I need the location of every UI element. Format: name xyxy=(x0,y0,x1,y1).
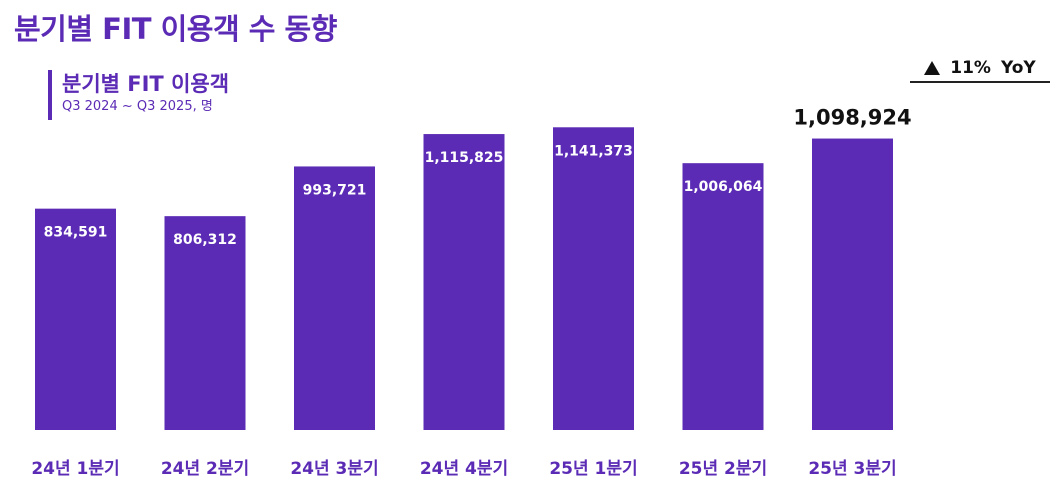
bar-7 xyxy=(812,138,893,430)
category-label-2: 24년 2분기 xyxy=(161,459,249,479)
page-title: 분기별 FIT 이용객 수 동향 xyxy=(14,12,337,46)
chart-subtitle: Q3 2024 ~ Q3 2025, 명 xyxy=(62,99,213,114)
category-label-6: 25년 2분기 xyxy=(679,459,767,479)
data-label-1: 834,591 xyxy=(44,225,108,241)
category-label-1: 24년 1분기 xyxy=(31,459,119,479)
bar-5 xyxy=(553,127,634,431)
yoy-indicator: 11% YoY xyxy=(910,55,1050,83)
data-label-2: 806,312 xyxy=(173,232,237,248)
data-label-7: 1,098,924 xyxy=(793,106,911,130)
chart-header: 분기별 FIT 이용객 Q3 2024 ~ Q3 2025, 명 xyxy=(48,70,229,120)
category-label-4: 24년 4분기 xyxy=(420,459,508,479)
data-label-5: 1,141,373 xyxy=(554,143,633,159)
yoy-value: 11% xyxy=(950,58,991,78)
chart-title: 분기별 FIT 이용객 xyxy=(62,72,230,96)
category-label-3: 24년 3분기 xyxy=(290,459,378,479)
bar-4 xyxy=(423,134,505,431)
bar-1 xyxy=(35,208,116,430)
yoy-label: YoY xyxy=(1000,58,1036,78)
bar-3 xyxy=(294,166,375,430)
triangle-up-icon xyxy=(924,61,941,75)
data-label-4: 1,115,825 xyxy=(425,150,504,166)
bar-6 xyxy=(682,163,764,431)
data-label-6: 1,006,064 xyxy=(684,179,763,195)
bar-2 xyxy=(164,216,246,430)
category-label-7: 25년 3분기 xyxy=(808,459,896,479)
category-label-5: 25년 1분기 xyxy=(549,459,637,479)
data-label-3: 993,721 xyxy=(303,182,367,198)
